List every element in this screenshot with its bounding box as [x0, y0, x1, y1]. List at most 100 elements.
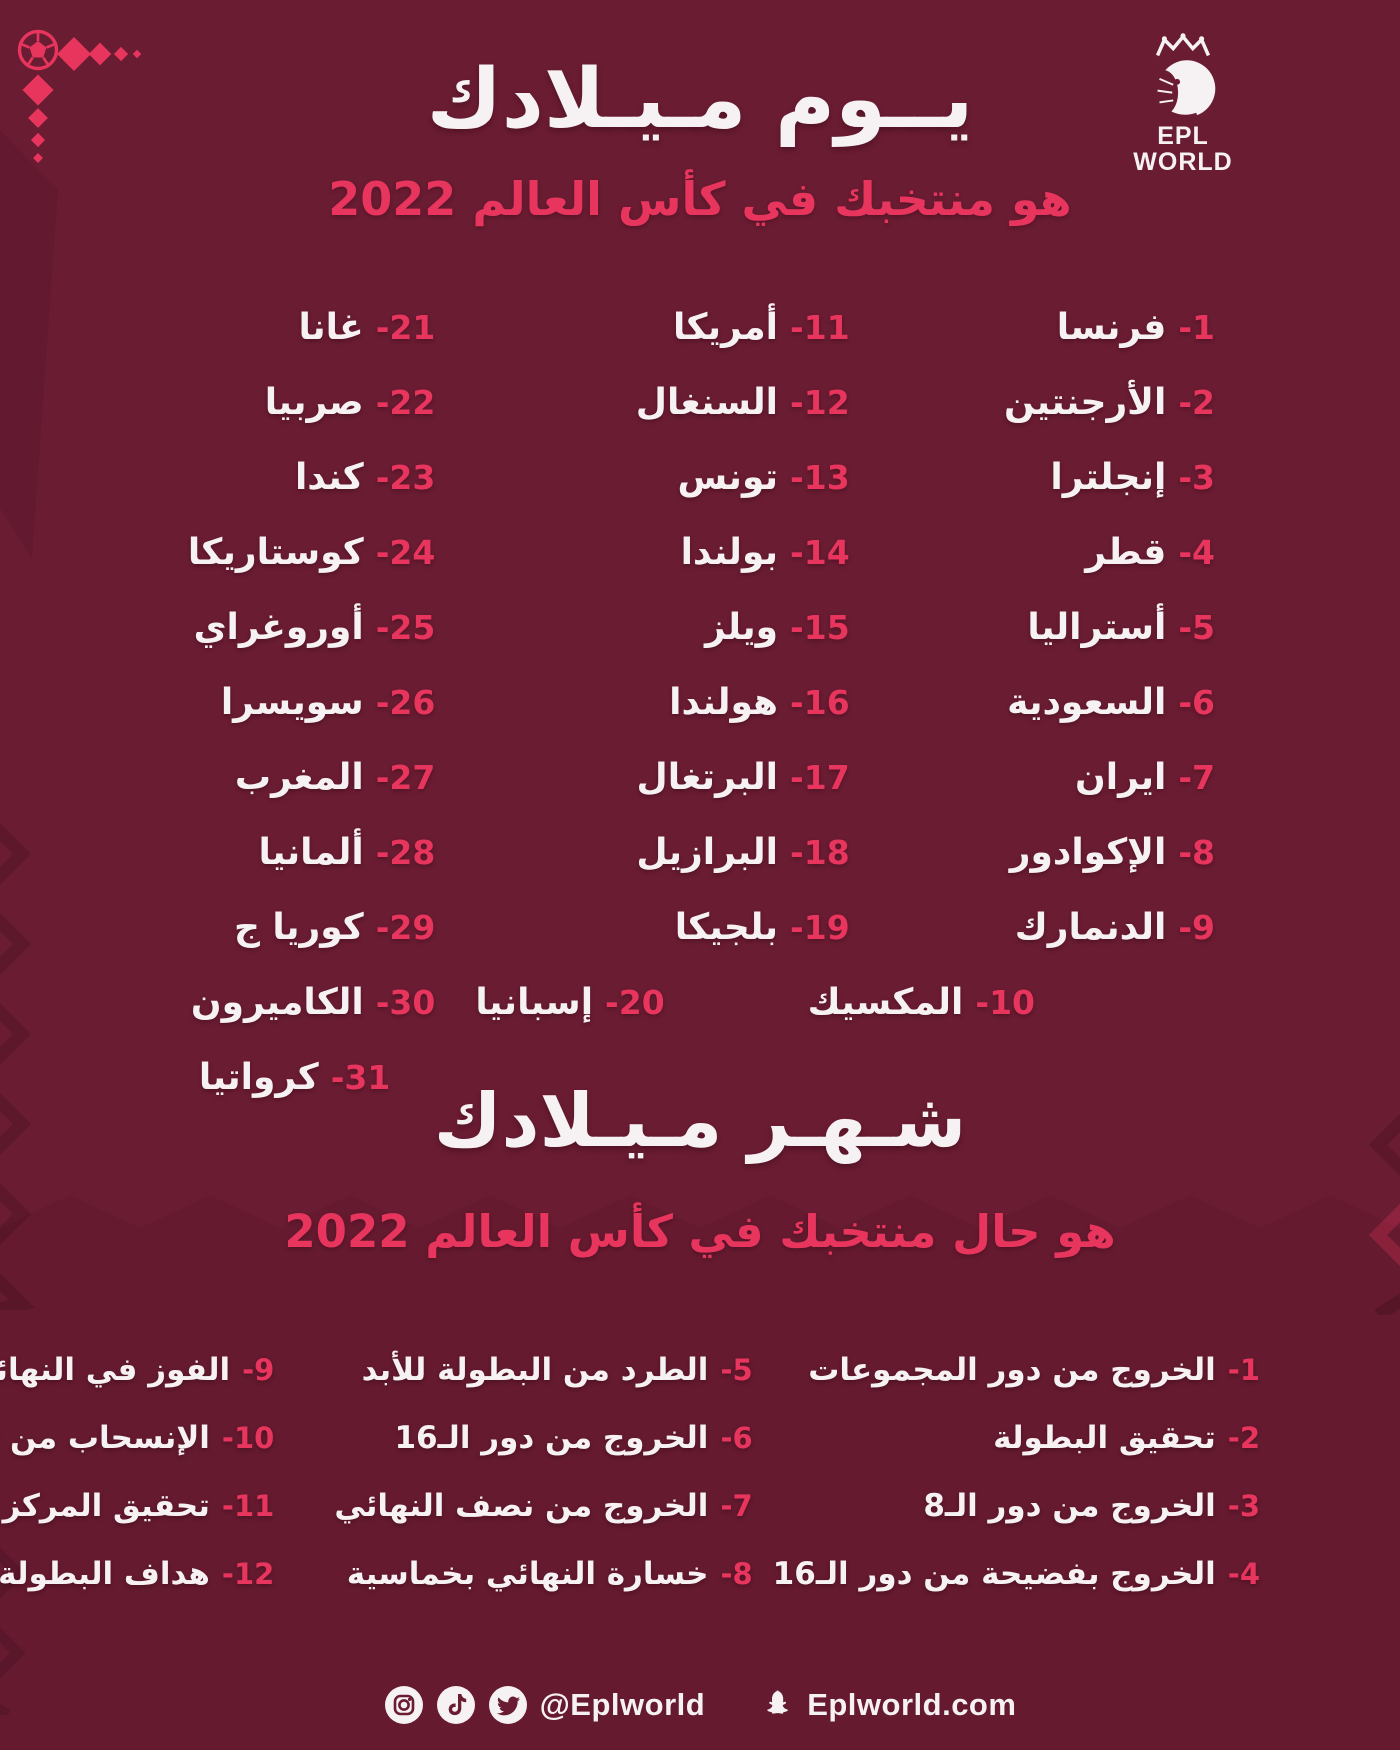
day-country: كوستاريكا [187, 532, 364, 573]
day-country: ايران [1075, 757, 1167, 798]
instagram-icon[interactable] [384, 1685, 424, 1725]
day-item: 12 السنغال [513, 365, 876, 440]
day-number: 26 [376, 683, 436, 722]
website-link[interactable]: Eplworld.com [807, 1687, 1017, 1722]
day-item: 4 قطر [877, 515, 1240, 590]
month-outcome: هداف البطولة من منتخبك [0, 1556, 210, 1592]
day-number: 19 [790, 908, 850, 947]
day-country: المكسيك [807, 982, 964, 1023]
footer: @Eplworld Eplworld.com [0, 1678, 1400, 1732]
day-number: 14 [790, 533, 850, 572]
day-number: 10 [975, 983, 1035, 1022]
day-number: 31 [331, 1058, 391, 1097]
day-item: 31 كرواتيا [105, 1040, 468, 1115]
day-country: ألمانيا [258, 832, 364, 873]
day-country: كرواتيا [198, 1057, 319, 1098]
day-country: الإكوادور [1009, 832, 1167, 873]
day-number: 6 [1178, 683, 1215, 722]
month-number: 7 [720, 1489, 752, 1523]
tiktok-icon[interactable] [436, 1685, 476, 1725]
day-number: 5 [1178, 608, 1215, 647]
month-outcome: الإنسحاب من البطولة [0, 1420, 210, 1456]
day-item: 6 السعودية [877, 665, 1240, 740]
months-grid: 1الخروج من دور المجموعات 2تحقيق البطولة … [0, 1336, 1260, 1608]
day-country: قطر [1085, 532, 1167, 573]
day-country: غانا [298, 307, 364, 348]
day-country: الدنمارك [1014, 907, 1167, 948]
day-number: 29 [376, 908, 436, 947]
day-number: 30 [376, 983, 436, 1022]
month-outcome: تحقيق البطولة [993, 1420, 1216, 1456]
month-number: 3 [1228, 1489, 1260, 1523]
day-number: 13 [790, 458, 850, 497]
month-item: 7 الخروج من نصف النهائي [334, 1472, 772, 1540]
day-item: 19 بلجيكا [513, 890, 876, 965]
day-item: 11 أمريكا [513, 290, 876, 365]
day-item: 27 المغرب [150, 740, 513, 815]
day-item: 24 كوستاريكا [150, 515, 513, 590]
twitter-icon[interactable] [488, 1685, 528, 1725]
month-number: 6 [720, 1421, 752, 1455]
day-item: 30 الكاميرون [150, 965, 513, 1040]
logo-text-line1: EPL [1157, 122, 1209, 150]
day-number: 2 [1178, 383, 1215, 422]
days-section-title: يــوم مـيـلادك [426, 52, 974, 147]
month-outcome: الخروج من نصف النهائي [334, 1488, 709, 1524]
month-item: 5 الطرد من البطولة للأبد [334, 1336, 772, 1404]
day-number: 11 [790, 308, 850, 347]
day-item: 25 أوروغراي [150, 590, 513, 665]
month-number: 9 [242, 1353, 274, 1387]
day-number: 3 [1178, 458, 1215, 497]
days-column-3: 21 غانا 22 صربيا 23 كندا 24 كوستاريكا 25 أورو… [150, 290, 513, 1115]
months-column-2: 5 الطرد من البطولة للأبد 6 الخروج من دور ا… [334, 1336, 772, 1608]
day-country: كوريا ج [233, 907, 364, 948]
day-country: بولندا [680, 532, 779, 573]
day-number: 9 [1178, 908, 1215, 947]
day-item: 10 المكسيك [697, 965, 1060, 1040]
days-column-2: 11 أمريكا 12 السنغال 13 تونس 14 بولندا 15 ويل… [475, 290, 876, 1115]
days-grid: 1 فرنسا 2 الأرجنتين 3 إنجلترا 4 قطر 5 أسترالي… [150, 290, 1240, 1115]
days-column-1: 1 فرنسا 2 الأرجنتين 3 إنجلترا 4 قطر 5 أسترالي… [808, 290, 1240, 1115]
day-item: 17 البرتغال [513, 740, 876, 815]
day-number: 25 [376, 608, 436, 647]
day-item: 18 البرازيل [513, 815, 876, 890]
day-item: 3 إنجلترا [877, 440, 1240, 515]
day-number: 27 [376, 758, 436, 797]
months-column-3: 9 الفوز في النهائي بسابعية 10 الإنسحاب من … [0, 1336, 334, 1608]
month-item: 6 الخروج من دور الـ16 [334, 1404, 772, 1472]
day-item: 16 هولندا [513, 665, 876, 740]
day-country: فرنسا [1056, 307, 1167, 348]
day-number: 8 [1178, 833, 1215, 872]
social-handle[interactable]: @Eplworld [539, 1687, 706, 1722]
snapchat-icon[interactable] [755, 1685, 795, 1725]
day-number: 1 [1178, 308, 1215, 347]
month-outcome: الخروج من دور الـ16 [394, 1420, 709, 1456]
month-outcome: الخروج بفضيحة من دور الـ16 [772, 1556, 1216, 1592]
day-item: 28 ألمانيا [150, 815, 513, 890]
logo-text-line2: WORLD [1133, 147, 1233, 176]
day-country: أمريكا [673, 307, 779, 348]
day-item: 21 غانا [150, 290, 513, 365]
day-item: 20 إسبانيا [328, 965, 691, 1040]
month-number: 2 [1228, 1421, 1260, 1455]
day-item: 9 الدنمارك [877, 890, 1240, 965]
month-item: 2 تحقيق البطولة [773, 1404, 1260, 1472]
background-dark-band [0, 1195, 1400, 1750]
month-item: 8 خسارة النهائي بخماسية [334, 1540, 772, 1608]
right-chevron-pattern [1368, 1115, 1400, 1315]
day-country: الكاميرون [190, 982, 364, 1023]
left-chevron-pattern [0, 822, 36, 1310]
day-number: 23 [376, 458, 436, 497]
day-item: 14 بولندا [513, 515, 876, 590]
month-number: 10 [222, 1421, 274, 1455]
day-country: سويسرا [220, 682, 364, 723]
day-item: 2 الأرجنتين [877, 365, 1240, 440]
bottom-left-chevron-pattern [0, 1547, 26, 1715]
football-icon [17, 29, 142, 163]
day-item: 26 سويسرا [150, 665, 513, 740]
day-number: 28 [376, 833, 436, 872]
months-column-1: 1الخروج من دور المجموعات 2تحقيق البطولة … [773, 1336, 1260, 1608]
day-country: تونس [677, 457, 779, 498]
month-number: 1 [1228, 1353, 1260, 1387]
